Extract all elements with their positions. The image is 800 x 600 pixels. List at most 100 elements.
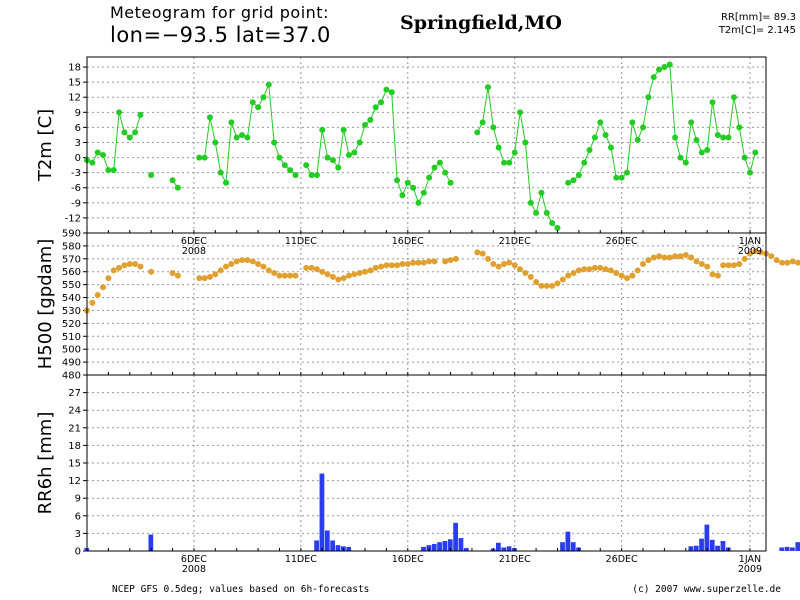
t2m-point xyxy=(656,66,663,73)
t2m-point xyxy=(533,209,540,216)
h500-point xyxy=(725,262,732,269)
t2m-point xyxy=(196,154,203,161)
h500-point xyxy=(784,259,791,266)
x-tick-label: 6DEC xyxy=(181,236,207,247)
h500-point xyxy=(554,280,561,287)
x-tick-label: 16DEC xyxy=(392,554,424,565)
t2m-point xyxy=(137,111,144,118)
h500-point xyxy=(581,266,588,273)
t2m-point xyxy=(661,64,668,71)
t2m-point xyxy=(506,159,513,166)
t2m-point xyxy=(677,154,684,161)
h500-point xyxy=(613,270,620,277)
h500-point xyxy=(709,271,716,278)
h500-point xyxy=(474,249,481,256)
h500-point xyxy=(591,264,598,271)
h500-point xyxy=(656,253,663,260)
h500-point xyxy=(693,258,700,265)
t2m-point xyxy=(554,224,561,231)
t2m-point xyxy=(484,84,491,91)
h500-point xyxy=(698,260,705,267)
x-tick-sublabel: 2009 xyxy=(738,246,762,257)
h500-point xyxy=(174,272,181,279)
t2m-point xyxy=(292,172,299,179)
h500-point xyxy=(116,264,123,271)
y-tick-label: 21 xyxy=(68,423,81,434)
h500-point xyxy=(752,248,759,255)
x-tick-sublabel: 2009 xyxy=(738,564,762,575)
x-tick-label: 16DEC xyxy=(392,236,424,247)
rr6h-bar xyxy=(795,542,800,551)
t2m-point xyxy=(420,189,427,196)
rr6h-bar xyxy=(709,539,715,551)
t2m-point xyxy=(725,134,732,141)
t2m-point xyxy=(255,104,262,111)
rr6h-bar xyxy=(570,542,576,551)
t2m-point xyxy=(121,129,128,136)
y-tick-label: 6 xyxy=(75,511,81,522)
t2m-point xyxy=(126,134,133,141)
data-source-note: NCEP GFS 0.5deg; values based on 6h-fore… xyxy=(112,584,370,595)
y-axis-label: RR6h [mm] xyxy=(35,412,56,515)
h500-point xyxy=(340,275,347,282)
x-tick-label: 26DEC xyxy=(606,236,638,247)
t2m-point xyxy=(527,199,534,206)
rr6h-bar xyxy=(715,545,720,551)
rr6h-bar xyxy=(314,540,319,551)
h500-point xyxy=(768,253,775,260)
t2m-point xyxy=(741,154,748,161)
h500-point xyxy=(271,270,278,277)
h500-point xyxy=(228,260,235,267)
rr6h-bar xyxy=(447,539,453,551)
t2m-point xyxy=(116,109,123,116)
h500-point xyxy=(367,267,374,274)
y-tick-label: 480 xyxy=(62,371,81,382)
h500-point xyxy=(565,272,572,279)
y-tick-label: 18 xyxy=(68,441,81,452)
t2m-point xyxy=(597,119,604,126)
t2m-point xyxy=(746,169,753,176)
t2m-point xyxy=(169,177,176,184)
t2m-point xyxy=(148,172,155,179)
t2m-point xyxy=(329,157,336,164)
h500-point xyxy=(517,266,524,273)
h500-point xyxy=(704,263,711,270)
t2m-point xyxy=(720,134,727,141)
t2m-point xyxy=(645,94,652,101)
h500-point xyxy=(335,276,342,283)
h500-point xyxy=(201,275,208,282)
t2m-point xyxy=(623,169,630,176)
t2m-point xyxy=(672,134,679,141)
t2m-point xyxy=(303,162,310,169)
y-axis-label: T2m [C] xyxy=(35,109,56,182)
rr6h-bar xyxy=(346,546,352,551)
h500-point xyxy=(677,253,684,260)
h500-point xyxy=(511,262,518,269)
x-tick-sublabel: 2008 xyxy=(182,564,206,575)
title-line-2: lon=−93.5 lat=37.0 xyxy=(110,23,331,47)
y-tick-label: 24 xyxy=(68,406,81,417)
rr6h-bar xyxy=(431,543,437,551)
t2m-point xyxy=(549,219,556,226)
t2m-point xyxy=(688,119,695,126)
t2m-point xyxy=(698,149,705,156)
h500-point xyxy=(484,255,491,262)
t2m-point xyxy=(324,154,331,161)
h500-point xyxy=(688,254,695,261)
rr6h-bar xyxy=(720,541,726,551)
y-tick-label: 3 xyxy=(75,138,81,149)
t2m-point xyxy=(249,99,256,106)
rr6h-bar xyxy=(699,538,704,551)
rr6h-bar xyxy=(560,542,565,551)
x-tick-label: 11DEC xyxy=(285,554,317,565)
h500-point xyxy=(137,263,144,270)
h500-point xyxy=(313,266,320,273)
t2m-point xyxy=(709,99,716,106)
h500-point xyxy=(265,267,272,274)
t2m-point xyxy=(447,179,454,186)
panel-frame xyxy=(86,374,767,552)
h500-point xyxy=(105,275,112,282)
t2m-point xyxy=(693,136,700,143)
t2m-point xyxy=(618,174,625,181)
